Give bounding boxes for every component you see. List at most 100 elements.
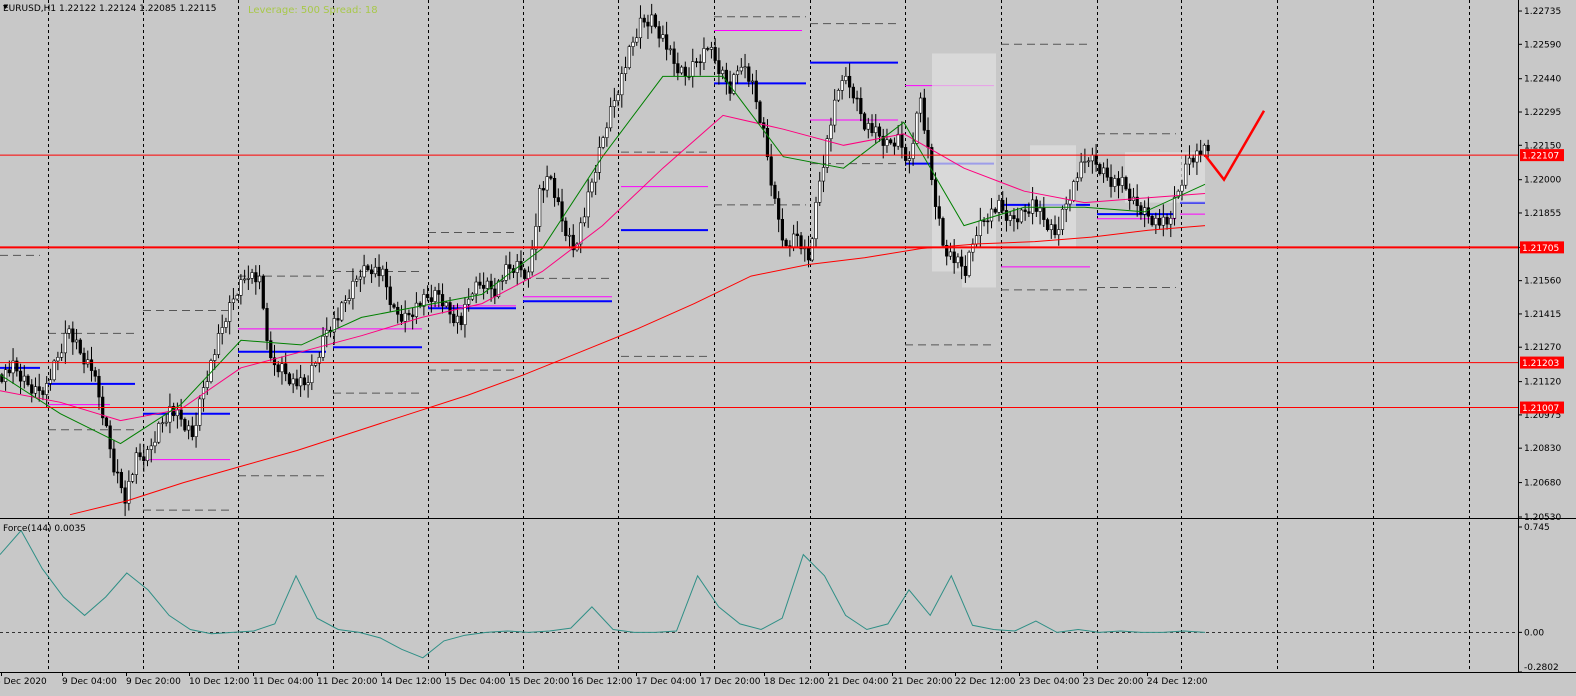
candle: [478, 281, 482, 286]
candle: [747, 66, 751, 82]
candle: [317, 356, 321, 364]
chevron-down-icon[interactable]: [3, 5, 8, 9]
candle: [732, 74, 736, 94]
candle: [186, 425, 191, 431]
time-tick-label: 18 Dec 12:00: [764, 677, 825, 687]
candle: [160, 422, 165, 425]
candle: [743, 66, 747, 69]
candle: [608, 106, 613, 129]
time-tick-label: 11 Dec 04:00: [253, 677, 314, 687]
candle: [388, 286, 392, 305]
time-tick-label: 15 Dec 04:00: [445, 677, 506, 687]
candle: [15, 360, 19, 372]
candle: [7, 369, 11, 374]
candle: [355, 278, 359, 282]
candle: [523, 269, 527, 279]
candle: [257, 275, 262, 283]
candle: [97, 375, 101, 398]
candle: [116, 471, 120, 474]
candle: [739, 66, 743, 72]
candle: [496, 280, 501, 298]
time-tick-label: 15 Dec 20:00: [509, 677, 570, 687]
candle: [642, 17, 646, 23]
candle: [806, 246, 811, 261]
candle: [250, 272, 254, 279]
candle: [246, 278, 250, 280]
candle: [485, 280, 489, 289]
candle: [347, 298, 351, 301]
candle: [620, 73, 624, 96]
candle: [157, 423, 161, 443]
candle: [183, 418, 187, 431]
candle: [493, 288, 497, 298]
candle: [810, 238, 814, 261]
candle: [1120, 177, 1124, 186]
candle: [48, 379, 53, 384]
price-tick-label: 1.21270: [1524, 343, 1561, 353]
candle: [0, 374, 4, 382]
candle: [369, 269, 374, 275]
candle: [1042, 207, 1046, 220]
candle: [579, 222, 583, 245]
candle: [452, 313, 456, 324]
candle: [791, 233, 796, 248]
candle: [709, 47, 714, 50]
candle: [1094, 154, 1098, 165]
candle: [153, 441, 157, 447]
price-tick-label: 1.20830: [1524, 444, 1561, 454]
candle: [754, 80, 758, 103]
candle: [844, 75, 848, 81]
candle: [437, 290, 441, 295]
candle: [836, 90, 841, 101]
candle: [945, 245, 949, 257]
candle: [1128, 188, 1132, 201]
candle: [530, 248, 534, 273]
candle: [287, 373, 292, 385]
candle: [631, 41, 635, 47]
candle: [74, 339, 79, 343]
candle: [463, 304, 467, 326]
candle: [866, 123, 870, 130]
time-tick-label: 17 Dec 04:00: [636, 677, 697, 687]
candle: [272, 357, 277, 366]
candle: [1184, 163, 1188, 186]
candle: [1001, 200, 1005, 211]
candle: [1202, 144, 1207, 156]
candle: [694, 61, 699, 63]
price-tick-label: 1.22295: [1524, 108, 1561, 118]
candle: [45, 383, 49, 395]
candle: [818, 180, 822, 203]
candle: [343, 300, 348, 304]
sma-fast-line: [0, 75, 1206, 445]
candle: [269, 340, 273, 359]
candle: [870, 123, 874, 134]
candle: [721, 69, 725, 74]
time-tick-label: 17 Dec 20:00: [700, 677, 761, 687]
price-badge-label: 1.21203: [1522, 359, 1559, 369]
candle: [601, 137, 605, 148]
candle: [1176, 190, 1180, 198]
candle: [960, 256, 964, 267]
candle: [235, 295, 239, 300]
candle: [3, 369, 8, 382]
candle: [1019, 209, 1024, 223]
candle: [892, 142, 897, 147]
candle: [848, 75, 852, 88]
candle: [1105, 167, 1109, 178]
candle: [698, 61, 702, 64]
price-badge: [1520, 241, 1564, 254]
candle: [672, 48, 676, 64]
time-tick-label: 9 Dec 04:00: [62, 677, 117, 687]
time-tick-label: 8 Dec 2020: [0, 677, 47, 687]
candle: [433, 290, 437, 302]
candle: [765, 127, 770, 158]
candle: [1124, 177, 1128, 190]
candle: [78, 339, 82, 354]
price-tick-label: 1.21855: [1524, 209, 1561, 219]
candle: [661, 34, 665, 39]
candle: [340, 302, 344, 321]
candle: [926, 129, 930, 148]
indicator-label: Force(144) 0.0035: [3, 524, 86, 534]
